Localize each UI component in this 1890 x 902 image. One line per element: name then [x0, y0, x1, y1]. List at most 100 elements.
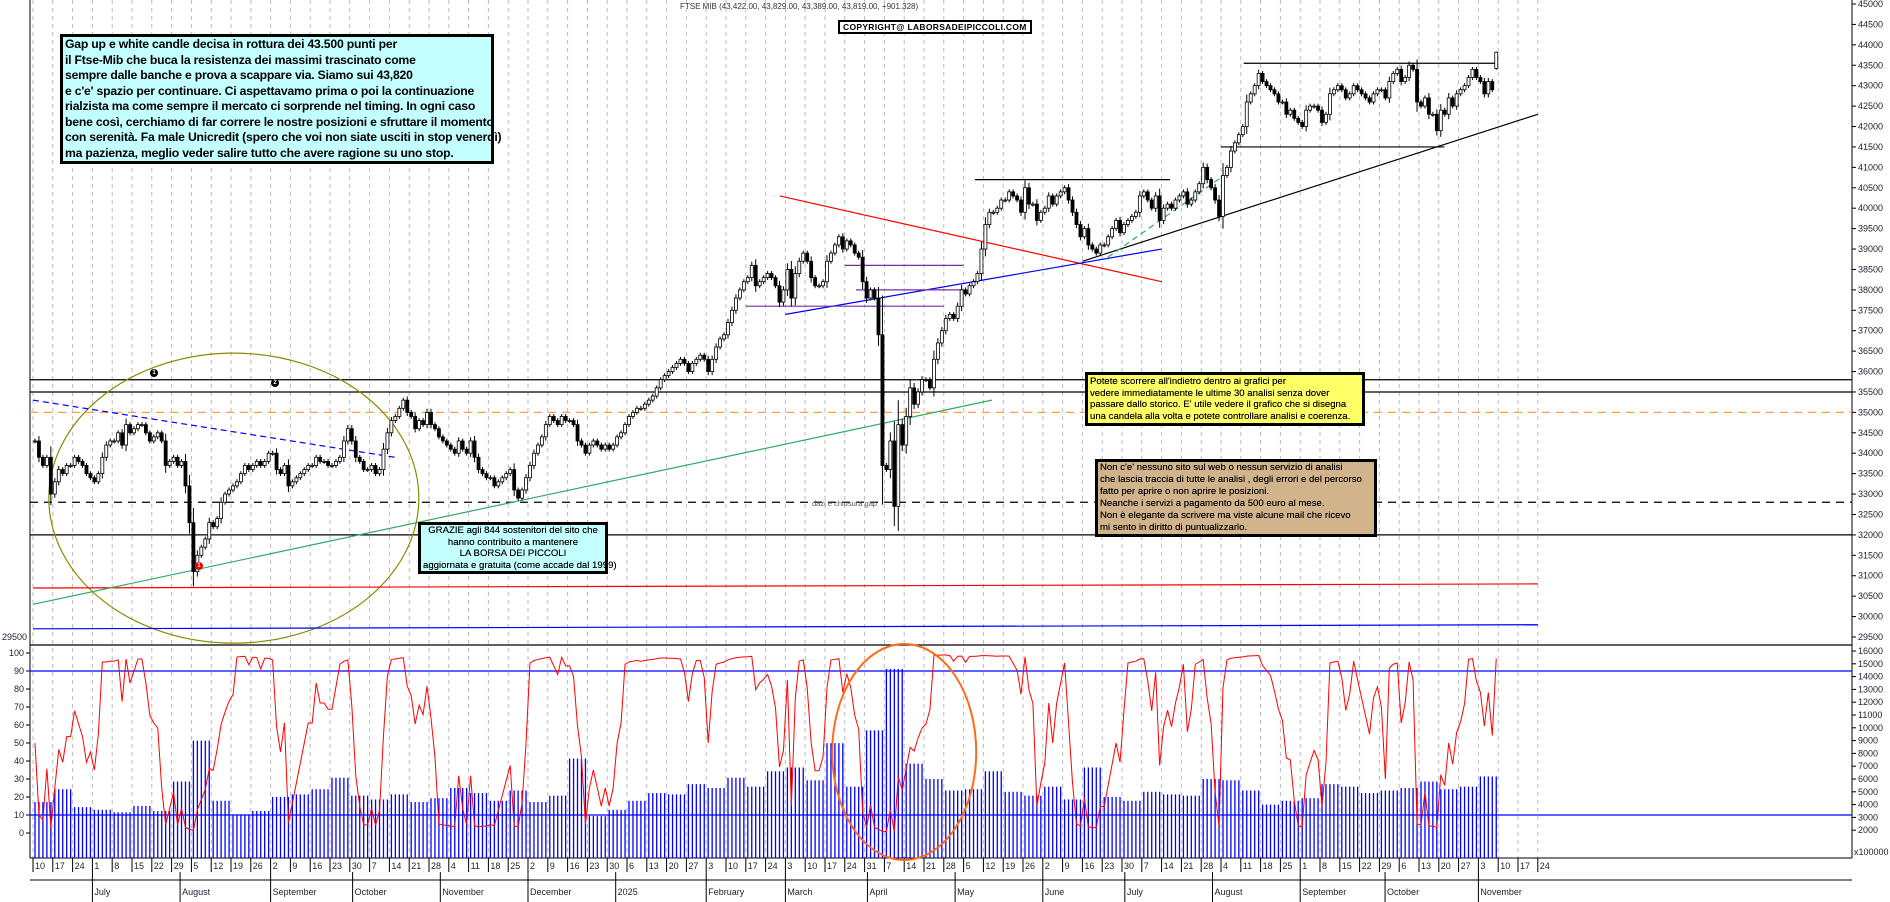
- candle: [714, 346, 719, 360]
- candle: [646, 399, 651, 405]
- candle: [1280, 101, 1285, 104]
- candle: [1391, 73, 1396, 82]
- candle: [385, 432, 390, 450]
- candle: [1335, 85, 1340, 91]
- candle: [429, 411, 433, 426]
- candle: [219, 501, 224, 519]
- candle: [448, 444, 453, 450]
- candle: [1339, 85, 1344, 91]
- note-line: mi sento in diritto di puntualizzarlo.: [1100, 522, 1248, 533]
- candle: [88, 473, 93, 479]
- candle: [678, 358, 683, 364]
- candle: [116, 432, 121, 442]
- candle: [547, 416, 552, 426]
- x-tick-label: 21: [411, 861, 421, 871]
- candle: [939, 330, 944, 344]
- x-tick-label: 21: [926, 861, 936, 871]
- candle: [444, 440, 449, 446]
- marker-1: 1: [150, 369, 158, 377]
- note-line: passare dallo storico. E' utile vedere i…: [1090, 399, 1347, 410]
- candle: [1110, 228, 1115, 238]
- x-tick-label: 3: [708, 861, 713, 871]
- x-tick-label: 24: [75, 861, 85, 871]
- y-tick-label: 31500: [1858, 550, 1883, 560]
- candle: [302, 469, 307, 475]
- y-tick-label-left: 29500: [2, 632, 27, 642]
- candle: [239, 473, 243, 483]
- candle: [1407, 64, 1412, 78]
- x-tick-label: 20: [669, 861, 679, 871]
- candle: [369, 465, 374, 470]
- y-tick-label: 43000: [1858, 81, 1883, 91]
- candle: [496, 481, 501, 487]
- x-tick-label: 18: [1263, 861, 1273, 871]
- candle: [270, 452, 275, 455]
- candle: [290, 481, 295, 487]
- candle: [1031, 203, 1035, 206]
- candle: [492, 477, 497, 487]
- candle: [1343, 89, 1348, 99]
- candle: [460, 440, 465, 450]
- candle: [710, 358, 715, 372]
- note-line: aggiornata e gratuita (come accade dal 1…: [423, 559, 617, 571]
- x-tick-label: 2: [530, 861, 535, 871]
- candle: [1288, 109, 1293, 115]
- note-line: una candela alla volta e potete controll…: [1090, 410, 1351, 422]
- y-tick-label: 40500: [1858, 183, 1883, 193]
- candle: [722, 334, 726, 340]
- candle: [1011, 191, 1016, 197]
- candle: [179, 460, 184, 466]
- candle: [1046, 195, 1051, 209]
- month-label: October: [355, 887, 387, 897]
- x-tick-label: 17: [748, 861, 758, 871]
- candle: [326, 460, 330, 466]
- x-tick-label: 21: [1183, 861, 1193, 871]
- candle: [1149, 199, 1154, 209]
- osc-tick-label: 70: [14, 702, 24, 712]
- x-tick-label: 10: [1500, 861, 1510, 871]
- candle: [1019, 199, 1023, 213]
- candle: [211, 522, 216, 528]
- candle: [1213, 187, 1217, 201]
- candle: [1058, 191, 1063, 197]
- x-tick-label: 7: [1144, 861, 1149, 871]
- candle: [603, 444, 608, 450]
- y-tick-label: 32000: [1858, 530, 1883, 540]
- candle: [405, 399, 410, 413]
- candle: [698, 354, 703, 360]
- y-tick-label: 42500: [1858, 101, 1883, 111]
- x-tick-label: 17: [827, 861, 837, 871]
- candle: [357, 456, 362, 462]
- candle: [191, 522, 196, 573]
- candle: [440, 436, 445, 442]
- dazi-annotation: dazi e chiusura gap: [812, 499, 878, 508]
- candle: [345, 428, 350, 442]
- volume-tick-label: 9000: [1858, 736, 1878, 746]
- candle: [587, 444, 592, 454]
- candle: [539, 436, 544, 446]
- copyright-label: COPYRIGHT@ LABORSADEIPICCOLI.COM: [838, 20, 1032, 34]
- y-tick-label: 33000: [1858, 489, 1883, 499]
- marker-low-1: 1: [195, 562, 203, 570]
- x-tick-label: 16: [570, 861, 580, 871]
- x-tick-label: 26: [1025, 861, 1035, 871]
- oscillator-line: [34, 654, 1497, 832]
- candle: [1423, 97, 1427, 107]
- candle: [868, 289, 873, 299]
- candle: [935, 342, 940, 360]
- candle: [813, 277, 818, 287]
- candle: [108, 440, 113, 446]
- candle: [464, 448, 469, 454]
- y-tick-label: 40000: [1858, 203, 1883, 213]
- x-tick-label: 23: [332, 861, 342, 871]
- candle: [294, 477, 299, 483]
- candle: [840, 236, 845, 250]
- candle: [559, 416, 564, 426]
- volume-tick-label: 4000: [1858, 800, 1878, 810]
- candle: [642, 403, 647, 409]
- candle: [361, 460, 366, 470]
- candle: [274, 452, 279, 470]
- candle: [199, 546, 204, 556]
- candle: [734, 297, 738, 311]
